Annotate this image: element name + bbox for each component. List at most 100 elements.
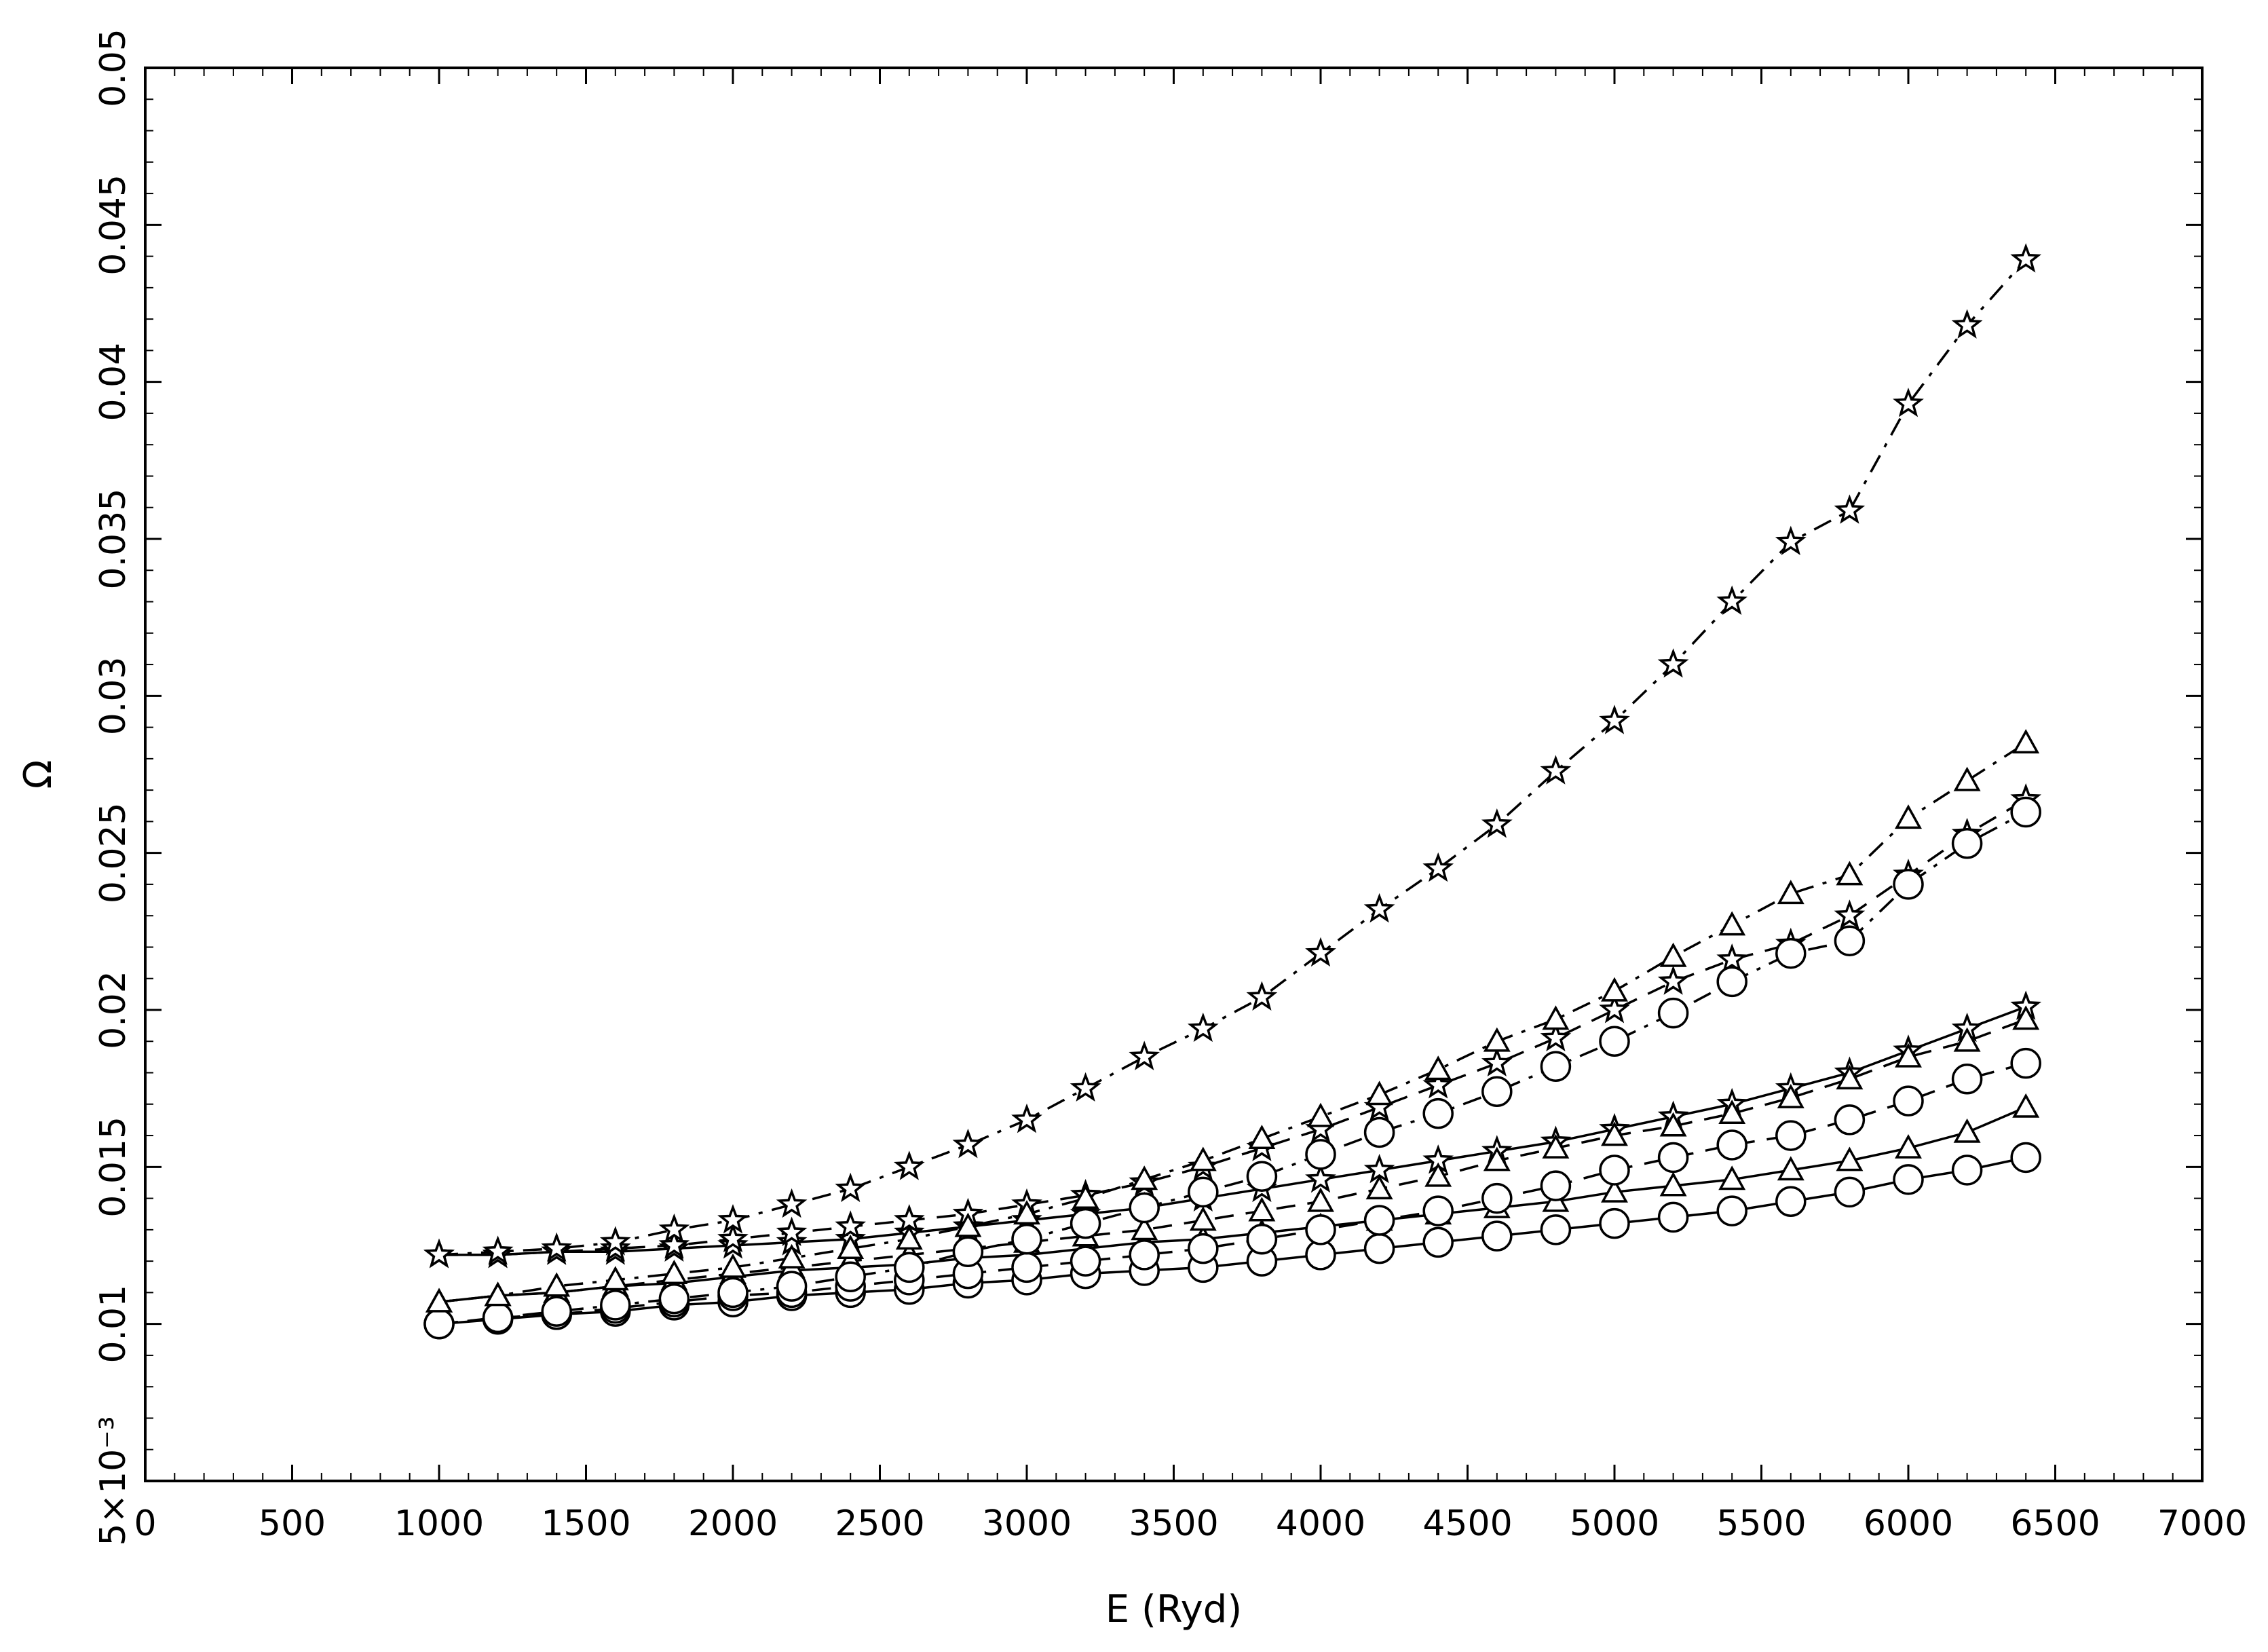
data-point-triangle (1483, 1146, 1511, 1171)
data-point-circle (1775, 1186, 1807, 1217)
data-point-circle (482, 1302, 514, 1334)
x-tick-label: 1500 (541, 1503, 630, 1544)
data-point-circle (1305, 1214, 1336, 1245)
data-point-circle (600, 1290, 631, 1321)
data-point-circle (1951, 828, 1983, 859)
data-point-circle (1481, 1076, 1513, 1108)
data-point-circle (1775, 937, 1807, 969)
y-tick-label: 0.04 (93, 343, 134, 421)
data-point-circle (2010, 796, 2041, 828)
data-point-circle (1422, 1195, 1454, 1226)
x-tick-labels: 0 500 1000 1500 2000 2500 3000 3500 4000 4500 5000… (134, 1503, 2247, 1544)
y-tick-label: 5×10⁻³ (93, 1416, 134, 1545)
data-point-star (658, 1213, 690, 1243)
series-line (438, 742, 2027, 1304)
data-point-star (482, 1235, 514, 1265)
data-point-triangle (1836, 861, 1864, 886)
data-point-circle (423, 1308, 455, 1340)
data-point-circle (717, 1277, 749, 1309)
data-point-triangle (1189, 1146, 1217, 1171)
series-8-triangle-dashdot (426, 729, 2040, 1313)
data-point-circle (1422, 1226, 1454, 1258)
plot-frame (144, 67, 2204, 1482)
data-point-star (1070, 1072, 1101, 1102)
data-point-star (1834, 899, 1866, 929)
data-point-star (1011, 1103, 1042, 1133)
series-7-circle-dashdot (423, 796, 2041, 1340)
x-tick-label: 5500 (1716, 1503, 1806, 1544)
data-point-circle (1422, 1097, 1454, 1129)
data-point-triangle (1248, 1125, 1276, 1150)
data-point-star (1363, 893, 1395, 923)
data-point-circle (2010, 1142, 2041, 1174)
data-point-star (1716, 585, 1748, 615)
data-point-circle (1834, 1104, 1866, 1135)
data-point-triangle (1601, 1178, 1628, 1203)
x-axis-title: E (Ryd) (1105, 1588, 1242, 1632)
data-point-circle (1540, 1051, 1572, 1083)
y-tick-label: 0.05 (93, 29, 134, 107)
data-point-circle (1716, 966, 1747, 998)
data-point-triangle (1131, 1216, 1158, 1241)
data-point-triangle (1307, 1102, 1334, 1127)
data-point-star (1422, 852, 1454, 882)
data-point-circle (1305, 1139, 1336, 1170)
data-point-triangle (1189, 1206, 1217, 1231)
data-point-circle (1657, 1142, 1689, 1174)
data-point-circle (658, 1283, 690, 1315)
data-point-circle (1129, 1239, 1160, 1271)
x-tick-label: 3500 (1129, 1503, 1218, 1544)
data-point-triangle (1895, 804, 1922, 829)
data-point-star (1305, 937, 1336, 967)
data-point-circle (1893, 1164, 1924, 1195)
data-point-triangle (1718, 1100, 1746, 1125)
data-point-triangle (1777, 1083, 1804, 1108)
data-point-circle (1070, 1245, 1101, 1277)
data-point-circle (1540, 1170, 1572, 1201)
data-point-star (1481, 808, 1513, 838)
series-5-triangle-dashed (426, 1005, 2040, 1313)
series-layer (423, 243, 2042, 1340)
data-point-triangle (1424, 1055, 1452, 1081)
data-point-triangle (1836, 1065, 1864, 1090)
data-point-star (835, 1172, 867, 1203)
data-point-circle (1246, 1161, 1278, 1192)
data-point-star (1951, 309, 1983, 339)
data-point-triangle (1836, 1146, 1864, 1171)
data-point-star (1599, 994, 1630, 1024)
series-line (439, 1005, 2026, 1256)
data-point-star (658, 1229, 690, 1259)
data-point-circle (1834, 1176, 1866, 1208)
data-point-star (835, 1210, 867, 1240)
data-point-triangle (1248, 1197, 1276, 1222)
x-tick-label: 1000 (394, 1503, 484, 1544)
data-point-star (717, 1204, 749, 1234)
data-point-triangle (1953, 1027, 1981, 1052)
data-point-circle (1657, 997, 1689, 1029)
series-line (438, 1062, 2026, 1326)
y-tick-label: 0.015 (93, 1116, 134, 1218)
data-point-triangle (1601, 977, 1628, 1002)
x-tick-label: 4000 (1276, 1503, 1365, 1544)
data-point-triangle (1777, 880, 1804, 905)
data-point-star (1481, 1047, 1513, 1077)
data-point-circle (894, 1252, 925, 1283)
data-point-triangle (2012, 1005, 2040, 1030)
data-point-triangle (1953, 1118, 1981, 1143)
x-tick-label: 6000 (1864, 1503, 1953, 1544)
data-point-circle (1834, 925, 1866, 956)
data-point-triangle (1659, 1112, 1687, 1137)
data-point-circle (1951, 1064, 1983, 1095)
data-point-triangle (1895, 1133, 1922, 1159)
y-tick-label: 0.045 (93, 174, 134, 276)
data-point-star (1246, 981, 1278, 1011)
data-point-triangle (1072, 1184, 1099, 1209)
data-point-triangle (778, 1243, 806, 1269)
data-point-circle (1893, 1085, 1924, 1116)
data-point-star (1187, 1012, 1219, 1043)
series-9-star-dashdot (423, 243, 2042, 1269)
data-point-circle (1246, 1223, 1278, 1255)
data-point-circle (952, 1236, 984, 1268)
y-tick-label: 0.03 (93, 656, 134, 735)
y-tick-label: 0.02 (93, 971, 134, 1049)
